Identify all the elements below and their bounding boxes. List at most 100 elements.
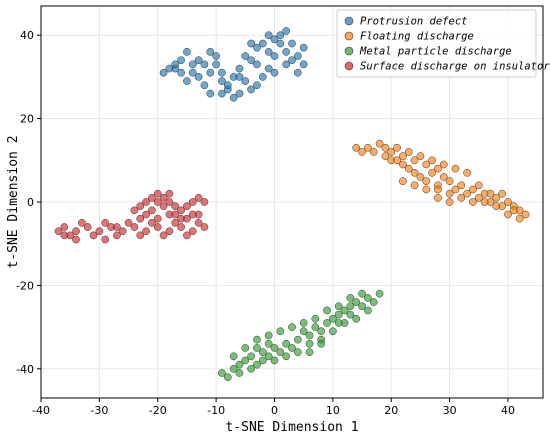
data-point <box>416 152 425 160</box>
data-point <box>223 373 232 381</box>
data-point <box>346 302 355 311</box>
data-point <box>200 223 209 231</box>
x-tick-label: 30 <box>443 404 457 417</box>
legend-label-floating: Floating discharge <box>360 31 474 43</box>
data-point <box>334 319 343 327</box>
data-point <box>445 198 454 206</box>
data-point <box>375 289 384 298</box>
legend-marker-metal-particle <box>344 46 354 56</box>
data-point <box>270 356 279 365</box>
data-point <box>404 164 413 173</box>
data-point <box>247 56 255 65</box>
data-point <box>165 64 174 73</box>
data-point <box>247 364 255 373</box>
data-point <box>346 310 355 319</box>
data-point <box>282 48 291 56</box>
data-point <box>434 164 442 173</box>
data-point <box>218 369 226 377</box>
data-point <box>486 189 495 198</box>
data-point <box>159 231 168 240</box>
data-point <box>153 223 162 231</box>
data-point <box>521 210 530 219</box>
data-point <box>194 193 203 202</box>
data-point <box>469 185 477 194</box>
data-point <box>428 168 436 177</box>
data-point <box>469 198 477 206</box>
data-point <box>101 219 110 227</box>
data-point <box>148 193 156 202</box>
data-point <box>171 210 180 219</box>
data-point <box>352 314 361 323</box>
series-2 <box>352 139 530 223</box>
data-point <box>258 39 267 48</box>
data-point <box>323 319 331 327</box>
x-tick-label: -40 <box>32 404 50 417</box>
data-point <box>177 56 185 65</box>
data-point <box>404 148 413 156</box>
data-point <box>177 223 185 231</box>
data-point <box>399 177 407 185</box>
data-point <box>445 189 454 198</box>
data-point <box>159 193 168 202</box>
data-point <box>177 206 185 215</box>
data-point <box>241 344 250 352</box>
data-point <box>364 143 372 152</box>
data-point <box>399 152 407 160</box>
data-point <box>369 298 378 306</box>
legend-label-protrusion: Protrusion defect <box>360 16 467 28</box>
data-point <box>218 89 226 98</box>
data-point <box>142 227 150 236</box>
data-point <box>54 227 63 236</box>
data-point <box>364 294 372 302</box>
data-point <box>136 214 145 223</box>
data-point <box>311 314 320 323</box>
data-point <box>78 219 86 227</box>
data-point <box>188 227 197 236</box>
data-point <box>153 189 162 198</box>
data-point <box>293 348 302 356</box>
data-point <box>457 193 466 202</box>
data-point <box>293 68 302 77</box>
data-point <box>504 198 512 206</box>
data-point <box>136 202 145 211</box>
data-point <box>299 319 308 327</box>
data-point <box>165 189 174 198</box>
legend-label-surface: Surface discharge on insulator <box>360 61 550 73</box>
data-point <box>235 369 244 377</box>
data-point <box>352 143 361 152</box>
data-point <box>171 219 180 227</box>
data-point <box>515 214 524 223</box>
y-tick-label: -20 <box>16 279 34 292</box>
data-point <box>229 364 238 373</box>
legend-marker-floating <box>344 31 354 41</box>
data-point <box>200 81 209 90</box>
data-point <box>229 352 238 361</box>
data-point <box>72 235 80 244</box>
y-tick-label: -40 <box>16 363 34 376</box>
data-point <box>305 348 314 356</box>
data-point <box>258 73 267 81</box>
data-point <box>270 68 279 77</box>
data-point <box>188 60 197 69</box>
data-point <box>293 52 302 60</box>
y-tick-label: 0 <box>27 196 34 209</box>
data-point <box>212 52 220 60</box>
data-point <box>229 93 238 102</box>
data-point <box>451 164 460 173</box>
data-point <box>101 235 110 244</box>
data-point <box>317 327 326 336</box>
data-point <box>492 202 501 211</box>
data-point <box>463 189 471 198</box>
y-axis-label: t-SNE Dimension 2 <box>6 135 21 268</box>
data-point <box>247 352 255 361</box>
x-tick-label: 40 <box>501 404 515 417</box>
data-point <box>183 202 191 211</box>
x-tick-label: -30 <box>90 404 108 417</box>
data-point <box>183 214 191 223</box>
data-point <box>288 344 296 352</box>
data-point <box>358 302 366 311</box>
data-point <box>340 306 349 315</box>
data-point <box>276 39 285 48</box>
data-point <box>165 227 174 236</box>
data-point <box>492 193 501 202</box>
